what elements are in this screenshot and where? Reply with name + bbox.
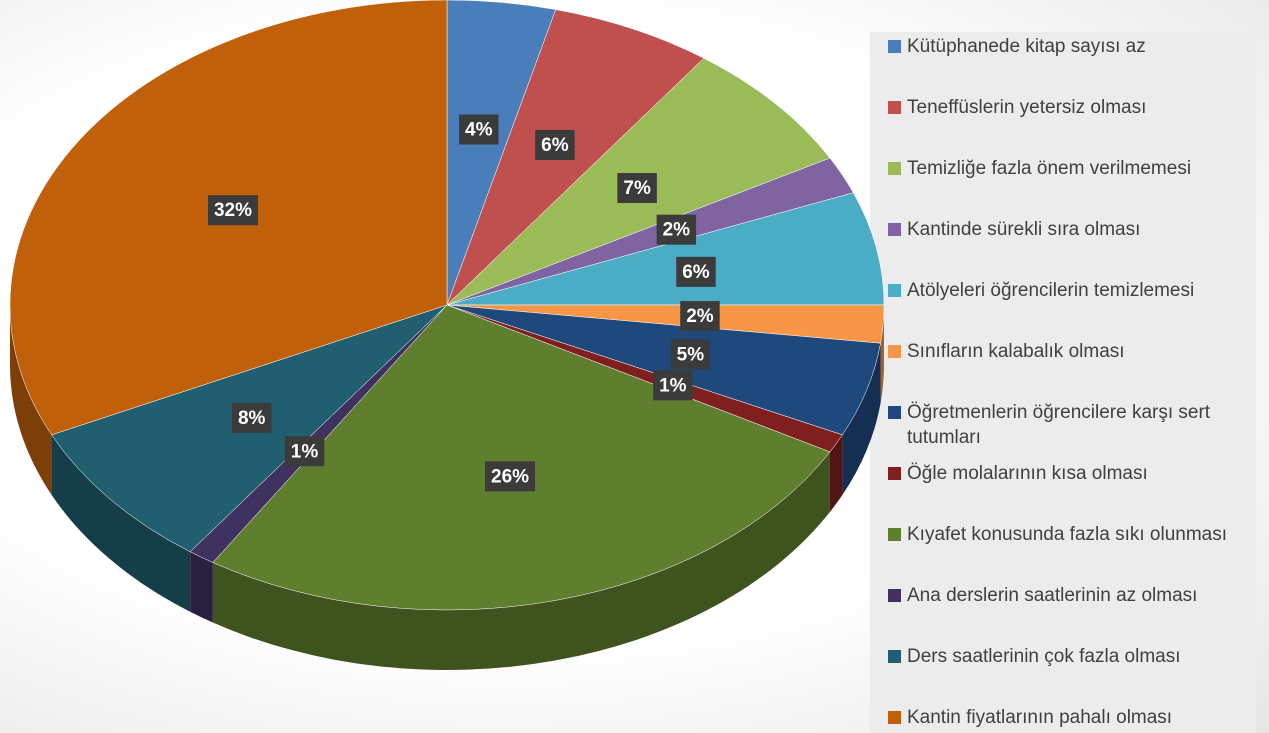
data-label-text: 1%	[291, 441, 319, 462]
data-label-box	[459, 114, 499, 145]
data-label-box	[535, 129, 575, 160]
slice	[446, 9, 705, 306]
data-label-box	[485, 461, 536, 492]
data-label-text: 2%	[663, 220, 691, 241]
data-label: 8%	[231, 402, 272, 433]
data-label-text: 5%	[677, 344, 705, 365]
data-label: 2%	[656, 214, 697, 245]
data-label-text: 1%	[659, 375, 687, 396]
slice-side	[880, 305, 884, 404]
slice-side	[212, 451, 830, 670]
data-label-box	[676, 256, 716, 287]
data-label-text: 32%	[214, 200, 252, 221]
data-label-text: 8%	[238, 408, 266, 429]
data-label-text: 6%	[541, 135, 569, 156]
data-label: 6%	[676, 256, 716, 287]
data-label: 4%	[459, 114, 499, 145]
data-label: 26%	[485, 461, 536, 492]
data-label-box	[680, 301, 720, 332]
data-label: 5%	[670, 339, 711, 370]
data-label-box	[207, 195, 259, 226]
data-label-box	[653, 370, 693, 401]
data-label: 32%	[207, 195, 259, 226]
data-label-text: 7%	[623, 178, 651, 199]
data-label: 7%	[617, 173, 657, 204]
slice	[212, 304, 831, 611]
legend-panel	[870, 32, 1256, 733]
slice-side	[51, 434, 191, 612]
data-label-box	[231, 402, 272, 433]
data-label: 6%	[535, 129, 575, 160]
data-label-box	[284, 436, 325, 467]
data-label-text: 26%	[491, 466, 529, 487]
slice-side	[829, 434, 843, 512]
data-label-text: 4%	[465, 120, 493, 141]
chart: 4% 6% 7% 2% 6% 2% 5% 1% 26% 1% 8% 32%	[9, 0, 885, 670]
slice	[446, 192, 885, 306]
data-label-box	[656, 214, 697, 245]
slice-side	[842, 343, 881, 495]
data-label-text: 6%	[682, 262, 710, 283]
data-label-box	[617, 173, 657, 204]
slice-side	[190, 551, 213, 623]
data-label: 2%	[680, 301, 720, 332]
data-label: 1%	[653, 370, 693, 401]
slice-side	[10, 305, 52, 495]
data-label-box	[670, 339, 711, 370]
data-label: 1%	[284, 436, 325, 467]
data-label-text: 2%	[686, 306, 714, 327]
